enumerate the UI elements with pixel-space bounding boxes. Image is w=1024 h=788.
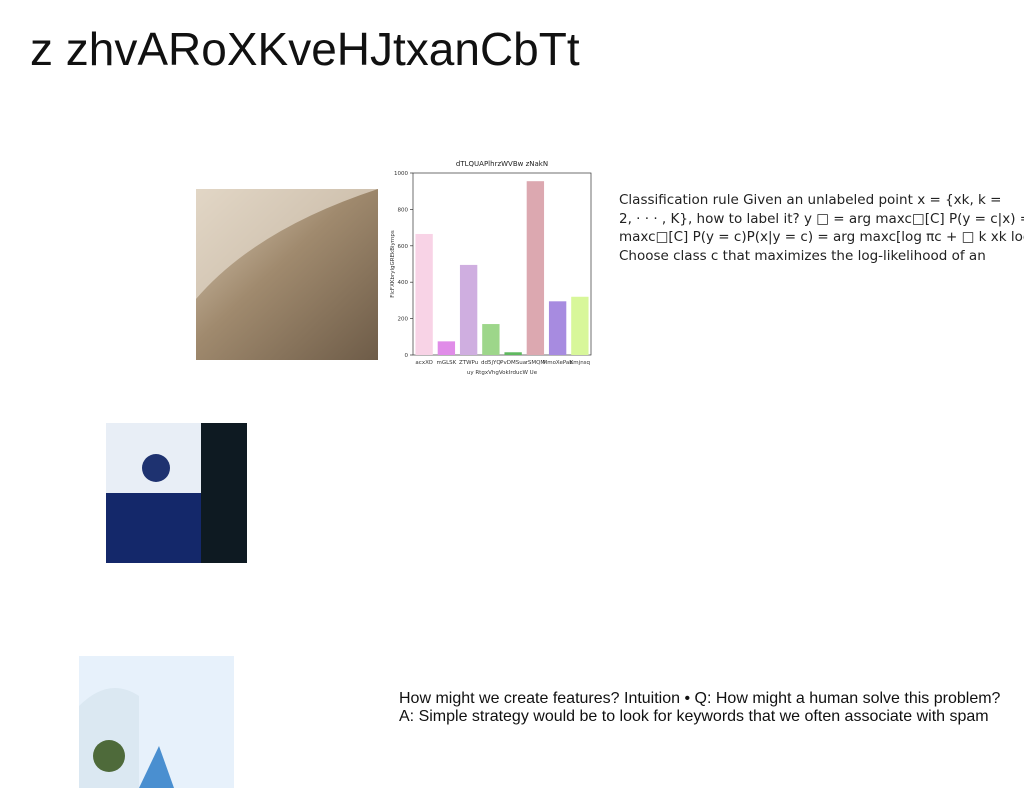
x-tick-label: dd5jYQ [481, 360, 501, 366]
bar [526, 181, 545, 355]
bar [437, 341, 456, 355]
y-tick-label: 600 [398, 244, 409, 250]
text-line: Choose class c that maximizes the log-li… [619, 247, 986, 264]
photo-arch [79, 656, 234, 788]
x-tick-label: mGLSK [436, 360, 456, 366]
text-block: How might we create features? Intuition … [399, 690, 1000, 726]
x-tick-label: Kmjnsq [570, 360, 590, 366]
y-tick-label: 1000 [394, 171, 408, 177]
x-axis-label: uy RtgxVhgVokIrducW Ue [467, 370, 538, 376]
x-tick-label: acxXO [415, 360, 433, 366]
bar [459, 264, 478, 355]
plot-frame [412, 172, 592, 356]
text-line: maxc□[C] P(y = c)P(x|y = c) = arg maxc[l… [619, 229, 1024, 245]
y-tick-label: 200 [398, 317, 409, 323]
bar [504, 352, 522, 355]
bar [571, 296, 589, 355]
x-tick-label: rSMQM [526, 360, 546, 366]
bar [415, 233, 433, 355]
y-tick-label: 800 [398, 207, 409, 213]
y-axis-label: FlcFXKbrylgGREkBiyrnps [390, 230, 396, 298]
text-block: Classification rule Given an unlabeled p… [619, 191, 1024, 265]
x-tick-label: MmoXePab [542, 360, 573, 366]
x-tick-label: ZTWPu [459, 360, 478, 366]
text-line: A: Simple strategy would be to look for … [399, 708, 989, 725]
x-tick-label: PvDMSua [500, 360, 526, 366]
photo-forest [196, 189, 378, 360]
bar [482, 324, 500, 355]
slide-title: z zhvARoXKveHJtxanCbTt [30, 23, 580, 75]
chart-title: dTLQUAPlhrzWVBw zNakN [456, 160, 548, 168]
photo-table [106, 423, 247, 563]
y-tick-label: 400 [398, 280, 409, 286]
bar-chart: dTLQUAPlhrzWVBw zNakN uy RtgxVhgVokIrduc… [390, 160, 592, 376]
text-line: Classification rule Given an unlabeled p… [619, 192, 1002, 208]
bar [548, 301, 567, 355]
text-line: How might we create features? Intuition … [399, 690, 1001, 707]
y-tick-label: 0 [405, 353, 409, 359]
text-line: 2, · · · , K}, how to label it? y □ = ar… [619, 210, 1024, 227]
